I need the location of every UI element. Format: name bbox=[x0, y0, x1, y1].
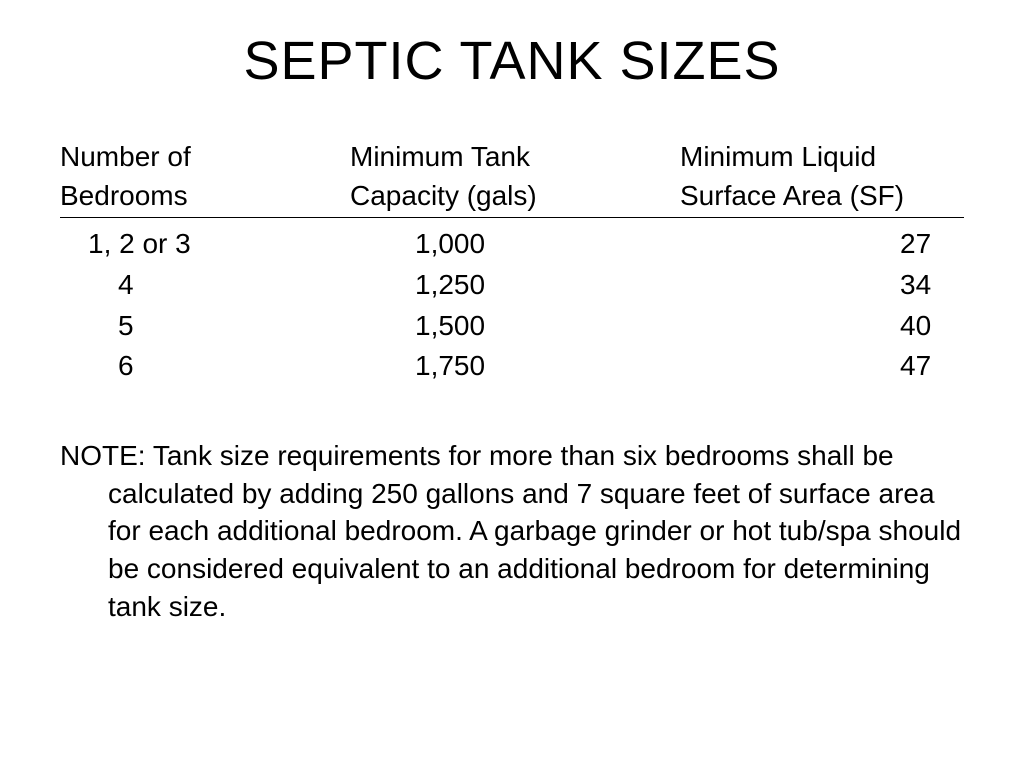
table-header-line2: Bedrooms Capacity (gals) Surface Area (S… bbox=[60, 176, 964, 218]
note-label: NOTE: bbox=[60, 440, 153, 471]
table-row: 61,75047 bbox=[60, 346, 964, 387]
page-title: SEPTIC TANK SIZES bbox=[60, 30, 964, 92]
table-row: 1, 2 or 31,00027 bbox=[60, 224, 964, 265]
note-body-text: Tank size requirements for more than six… bbox=[108, 440, 961, 622]
cell-capacity: 1,250 bbox=[350, 265, 680, 306]
note-paragraph: NOTE: Tank size requirements for more th… bbox=[60, 437, 964, 626]
cell-surface-area: 47 bbox=[680, 346, 964, 387]
header-capacity-line2: Capacity (gals) bbox=[350, 176, 680, 215]
cell-surface-area: 34 bbox=[680, 265, 964, 306]
cell-bedrooms: 4 bbox=[60, 265, 350, 306]
septic-tank-table: Number of Minimum Tank Minimum Liquid Be… bbox=[60, 137, 964, 387]
header-surface-line2: Surface Area (SF) bbox=[680, 176, 964, 215]
cell-bedrooms: 6 bbox=[60, 346, 350, 387]
table-header-line1: Number of Minimum Tank Minimum Liquid bbox=[60, 137, 964, 176]
table-body: 1, 2 or 31,0002741,2503451,5004061,75047 bbox=[60, 224, 964, 386]
cell-surface-area: 27 bbox=[680, 224, 964, 265]
table-row: 51,50040 bbox=[60, 306, 964, 347]
cell-surface-area: 40 bbox=[680, 306, 964, 347]
cell-capacity: 1,500 bbox=[350, 306, 680, 347]
cell-bedrooms: 5 bbox=[60, 306, 350, 347]
header-bedrooms-line2: Bedrooms bbox=[60, 176, 350, 215]
note-section: NOTE: Tank size requirements for more th… bbox=[60, 437, 964, 626]
header-capacity-line1: Minimum Tank bbox=[350, 137, 680, 176]
header-surface-line1: Minimum Liquid bbox=[680, 137, 964, 176]
cell-capacity: 1,750 bbox=[350, 346, 680, 387]
header-bedrooms-line1: Number of bbox=[60, 137, 350, 176]
cell-capacity: 1,000 bbox=[350, 224, 680, 265]
cell-bedrooms: 1, 2 or 3 bbox=[60, 224, 350, 265]
table-row: 41,25034 bbox=[60, 265, 964, 306]
